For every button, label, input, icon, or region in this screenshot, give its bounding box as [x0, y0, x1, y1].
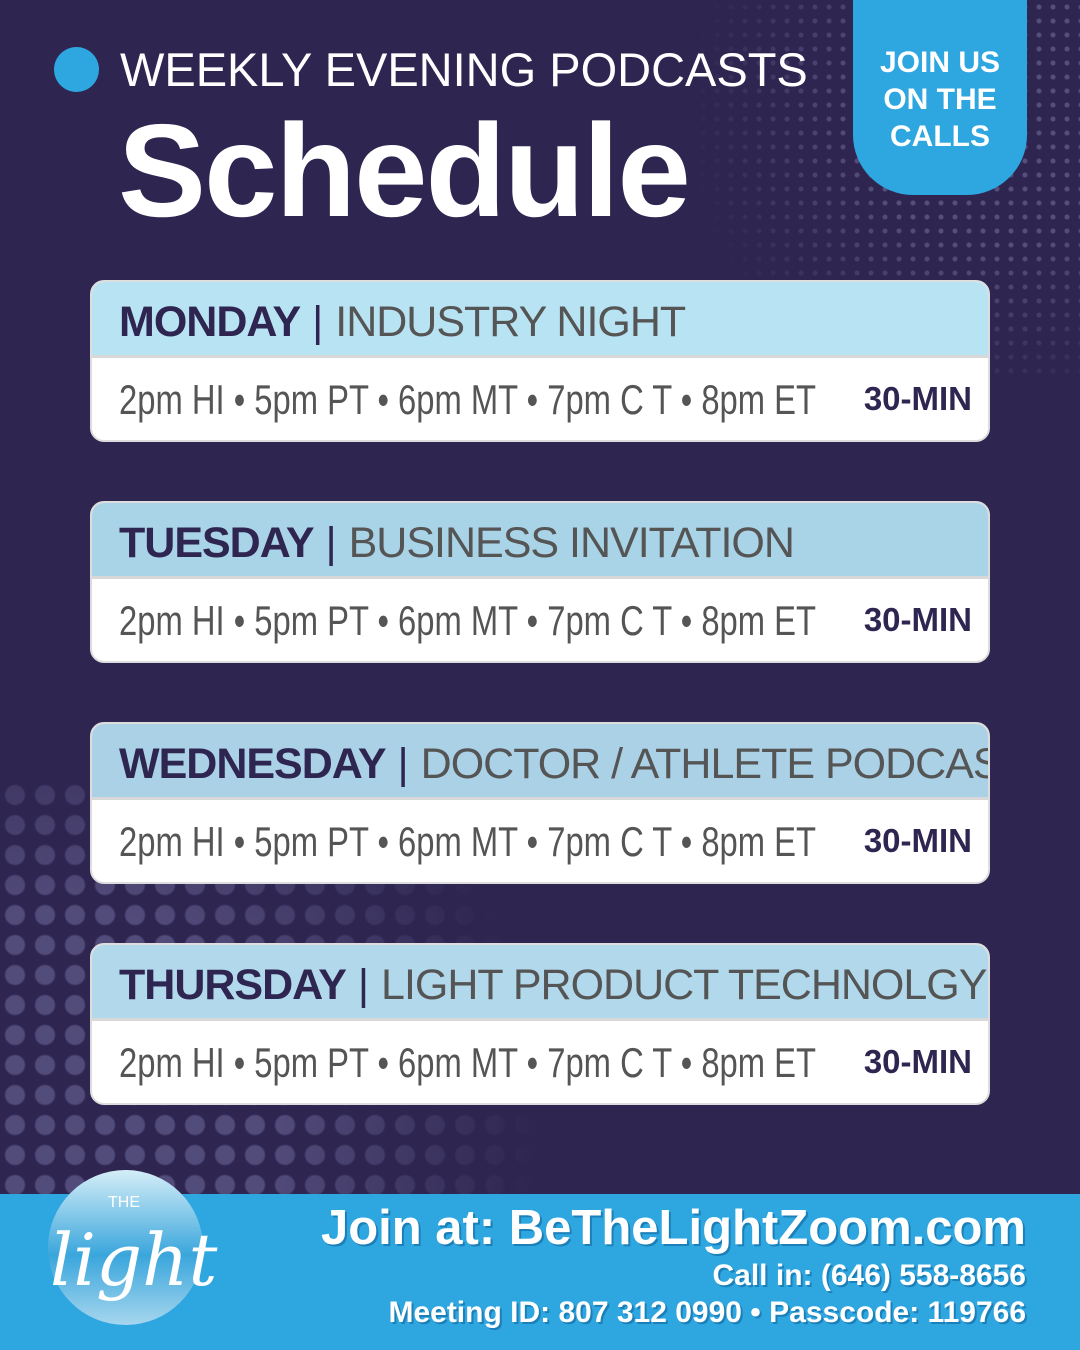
times: 2pm HI • 5pm PT • 6pm MT • 7pm C T • 8pm…: [119, 597, 817, 644]
topic: INDUSTRY NIGHT: [335, 298, 686, 346]
badge-line: CALLS: [890, 120, 990, 153]
day: THURSDAY: [119, 961, 347, 1009]
card-body: 2pm HI • 5pm PT • 6pm MT • 7pm C T • 8pm…: [92, 358, 988, 440]
join-badge: JOIN US ON THE CALLS: [853, 0, 1027, 195]
badge-line: JOIN US: [879, 46, 1001, 79]
schedule-card: THURSDAY | LIGHT PRODUCT TECHNOLGY 2pm HI…: [90, 943, 990, 1105]
logo-text: THE: [108, 1194, 140, 1211]
day: WEDNESDAY: [119, 740, 387, 788]
day: MONDAY: [119, 298, 301, 346]
times: 2pm HI • 5pm PT • 6pm MT • 7pm C T • 8pm…: [119, 376, 817, 423]
times: 2pm HI • 5pm PT • 6pm MT • 7pm C T • 8pm…: [119, 818, 817, 865]
schedule-card: MONDAY | INDUSTRY NIGHT 2pm HI • 5pm PT •…: [90, 280, 990, 442]
duration: 30-MIN: [863, 601, 972, 638]
topic: DOCTOR / ATHLETE PODCAST: [420, 740, 990, 788]
separator: |: [397, 740, 409, 788]
topic: BUSINESS INVITATION: [348, 519, 795, 567]
kicker: WEEKLY EVENING PODCASTS: [120, 43, 808, 96]
separator: |: [357, 961, 370, 1009]
page-title: Schedule: [118, 97, 691, 244]
duration: 30-MIN: [863, 822, 972, 859]
card-header: THURSDAY | LIGHT PRODUCT TECHNOLGY: [92, 945, 988, 1021]
card-body: 2pm HI • 5pm PT • 6pm MT • 7pm C T • 8pm…: [92, 800, 988, 882]
logo: [48, 1170, 203, 1325]
card-header: WEDNESDAY | DOCTOR / ATHLETE PODCAST: [92, 724, 988, 800]
card-body: 2pm HI • 5pm PT • 6pm MT • 7pm C T • 8pm…: [92, 579, 988, 661]
logo-script: light: [50, 1218, 218, 1302]
badge-line: ON THE: [883, 83, 997, 116]
join-url[interactable]: Join at: BeTheLightZoom.com: [320, 1201, 1026, 1255]
separator: |: [312, 298, 324, 346]
card-header: MONDAY | INDUSTRY NIGHT: [92, 282, 988, 358]
duration: 30-MIN: [863, 1043, 972, 1080]
duration: 30-MIN: [863, 380, 972, 417]
schedule-card: WEDNESDAY | DOCTOR / ATHLETE PODCAST 2pm …: [90, 722, 990, 884]
call-in: Call in: (646) 558-8656: [712, 1259, 1027, 1292]
card-header: TUESDAY | BUSINESS INVITATION: [92, 503, 988, 579]
card-body: 2pm HI • 5pm PT • 6pm MT • 7pm C T • 8pm…: [92, 1021, 988, 1103]
separator: |: [325, 519, 337, 567]
topic: LIGHT PRODUCT TECHNOLGY: [381, 961, 987, 1009]
times: 2pm HI • 5pm PT • 6pm MT • 7pm C T • 8pm…: [119, 1039, 817, 1086]
circle-bullet-icon: [54, 47, 99, 92]
day: TUESDAY: [119, 519, 315, 567]
meeting-info: Meeting ID: 807 312 0990 • Passcode: 119…: [388, 1296, 1026, 1329]
schedule-card: TUESDAY | BUSINESS INVITATION 2pm HI • 5p…: [90, 501, 990, 663]
